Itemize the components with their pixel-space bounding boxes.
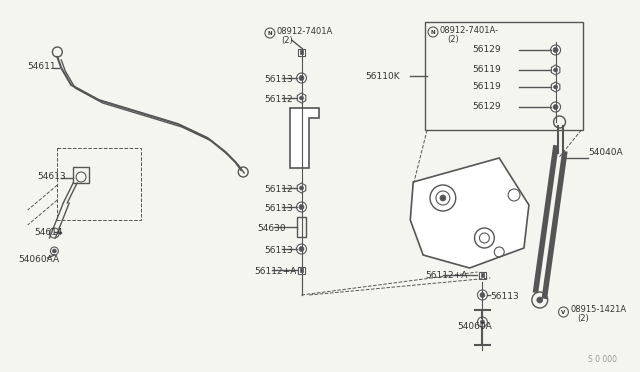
- Text: 08912-7401A-: 08912-7401A-: [440, 26, 499, 35]
- Circle shape: [51, 247, 58, 255]
- Bar: [425, 22, 583, 130]
- Text: 56112: 56112: [264, 95, 292, 104]
- Circle shape: [299, 205, 304, 209]
- Text: V: V: [561, 310, 566, 314]
- Polygon shape: [290, 108, 319, 168]
- Circle shape: [300, 96, 303, 100]
- Bar: [298, 48, 305, 55]
- Text: N: N: [431, 29, 435, 35]
- Text: 54630: 54630: [257, 224, 285, 233]
- Circle shape: [300, 186, 303, 190]
- Text: 54611: 54611: [28, 62, 56, 71]
- Text: 54060AA: 54060AA: [18, 255, 59, 264]
- Circle shape: [440, 195, 446, 201]
- Text: 56113: 56113: [490, 292, 519, 301]
- Text: 56113: 56113: [264, 204, 292, 213]
- Text: 56129: 56129: [472, 102, 501, 111]
- Circle shape: [477, 290, 488, 300]
- Circle shape: [480, 292, 485, 298]
- Polygon shape: [551, 65, 560, 75]
- Text: (2): (2): [447, 35, 459, 44]
- Circle shape: [481, 320, 484, 324]
- Circle shape: [554, 68, 557, 72]
- Circle shape: [550, 102, 561, 112]
- Text: 54614: 54614: [35, 228, 63, 237]
- Bar: [300, 268, 303, 272]
- Text: 08915-1421A: 08915-1421A: [570, 305, 627, 314]
- Bar: [481, 273, 484, 277]
- Circle shape: [52, 249, 56, 253]
- Circle shape: [537, 297, 543, 303]
- Circle shape: [550, 45, 561, 55]
- Polygon shape: [551, 82, 560, 92]
- Circle shape: [296, 73, 307, 83]
- Text: (2): (2): [282, 36, 294, 45]
- Text: 08912-7401A: 08912-7401A: [277, 27, 333, 36]
- Polygon shape: [297, 183, 306, 193]
- Text: 54040A: 54040A: [588, 148, 623, 157]
- Circle shape: [553, 105, 558, 109]
- Text: 56112+A: 56112+A: [425, 271, 467, 280]
- Bar: [298, 266, 305, 273]
- Text: 56110K: 56110K: [366, 72, 401, 81]
- Bar: [300, 50, 303, 54]
- Text: 56112+A: 56112+A: [254, 267, 296, 276]
- Text: 56112: 56112: [264, 185, 292, 194]
- Text: S 0 000: S 0 000: [588, 355, 617, 364]
- Text: (2): (2): [577, 314, 589, 323]
- Bar: [58, 148, 141, 220]
- Text: 54060A: 54060A: [458, 322, 492, 331]
- Bar: [73, 167, 89, 183]
- Text: 56119: 56119: [472, 65, 501, 74]
- Text: 56119: 56119: [472, 82, 501, 91]
- Polygon shape: [410, 158, 529, 268]
- Text: N: N: [268, 31, 272, 35]
- Bar: [479, 272, 486, 279]
- Circle shape: [299, 76, 304, 80]
- Circle shape: [296, 244, 307, 254]
- Circle shape: [299, 247, 304, 251]
- Bar: [296, 217, 307, 237]
- Circle shape: [554, 85, 557, 89]
- Polygon shape: [297, 93, 306, 103]
- Text: 54613: 54613: [38, 172, 66, 181]
- Circle shape: [296, 202, 307, 212]
- Text: 56129: 56129: [472, 45, 501, 54]
- Text: 56113: 56113: [264, 246, 292, 255]
- Text: 56113: 56113: [264, 75, 292, 84]
- Circle shape: [553, 48, 558, 52]
